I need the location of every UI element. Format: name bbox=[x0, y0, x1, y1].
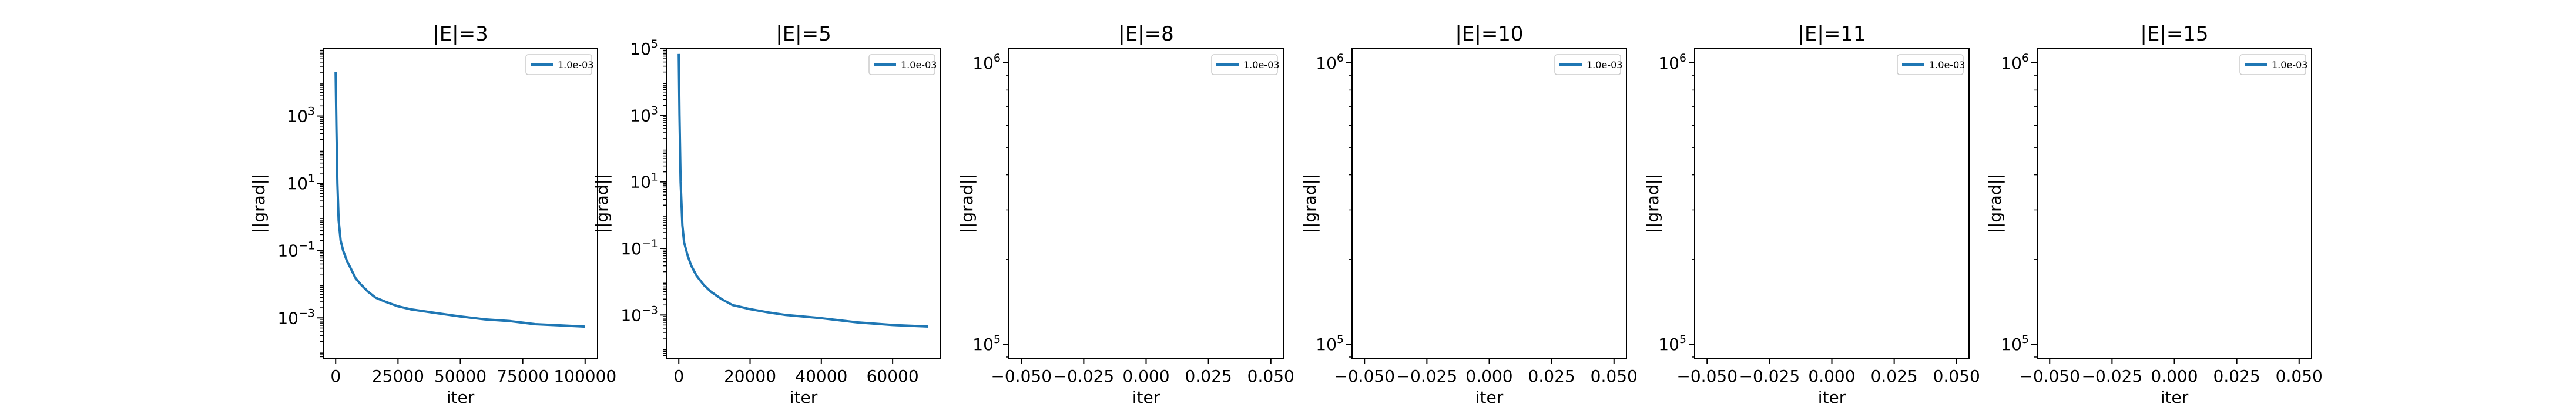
x-tick-label: 0 bbox=[330, 366, 341, 386]
x-tick-label: 0.025 bbox=[1185, 366, 1232, 386]
x-tick-label: 0.025 bbox=[2213, 366, 2260, 386]
legend: 1.0e-03 bbox=[2239, 54, 2307, 75]
y-tick-label: 105 bbox=[2001, 333, 2029, 354]
x-axis-label: iter bbox=[2161, 388, 2189, 404]
chart-title: |E|=15 bbox=[2140, 22, 2208, 46]
series-line-1.0e-03 bbox=[677, 53, 928, 328]
x-axis-label: iter bbox=[447, 388, 475, 404]
legend-label: 1.0e-03 bbox=[2272, 59, 2307, 70]
y-tick-label: 10−1 bbox=[620, 237, 658, 258]
y-tick-label: 105 bbox=[1316, 333, 1344, 354]
x-tick-label: 0.025 bbox=[1528, 366, 1575, 386]
legend-box bbox=[2239, 54, 2306, 75]
y-tick-label: 101 bbox=[287, 172, 315, 193]
y-tick-label: 105 bbox=[972, 333, 1001, 354]
y-tick-label: 10−3 bbox=[620, 304, 658, 325]
x-tick-label: −0.025 bbox=[1054, 366, 1115, 386]
y-axis-label: ||grad|| bbox=[249, 174, 269, 234]
x-tick-label: 0.000 bbox=[1808, 366, 1855, 386]
chart-title: |E|=10 bbox=[1455, 22, 1523, 46]
y-tick-label: 106 bbox=[2001, 52, 2029, 73]
axes-frame bbox=[1008, 48, 1284, 359]
axes-frame bbox=[1694, 48, 1970, 359]
legend-label: 1.0e-03 bbox=[1929, 59, 1965, 70]
x-tick-label: 0 bbox=[673, 366, 684, 386]
x-tick-label: −0.025 bbox=[1739, 366, 1800, 386]
x-tick-label: 0.000 bbox=[1122, 366, 1169, 386]
axes-frame bbox=[1351, 48, 1627, 359]
chart-title: |E|=3 bbox=[432, 22, 488, 46]
legend-label: 1.0e-03 bbox=[901, 59, 937, 70]
x-tick-label: 0.000 bbox=[2151, 366, 2198, 386]
chart-title: |E|=5 bbox=[776, 22, 831, 46]
y-tick-label: 10−1 bbox=[277, 240, 315, 261]
x-tick-label: 0.050 bbox=[1247, 366, 1294, 386]
legend: 1.0e-03 bbox=[525, 54, 593, 75]
x-tick-label: −0.050 bbox=[2019, 366, 2080, 386]
y-tick-label: 106 bbox=[1316, 52, 1344, 73]
y-tick-label: 103 bbox=[630, 104, 658, 125]
legend-label: 1.0e-03 bbox=[1586, 59, 1622, 70]
chart-title: |E|=11 bbox=[1797, 22, 1866, 46]
x-tick-label: −0.050 bbox=[1334, 366, 1395, 386]
x-tick-label: −0.050 bbox=[1676, 366, 1738, 386]
x-tick-label: 0.025 bbox=[1871, 366, 1918, 386]
y-tick-label: 105 bbox=[630, 38, 658, 59]
legend-box bbox=[1897, 54, 1964, 75]
y-axis-label: ||grad|| bbox=[1643, 174, 1662, 234]
y-tick-label: 10−3 bbox=[277, 307, 315, 328]
subplot-4: −0.050 −0.025 0.000 0.025 0.050 105 106 |E|=10 i… bbox=[1300, 22, 1638, 407]
legend-box bbox=[525, 54, 592, 75]
x-tick-label: 0.050 bbox=[1591, 366, 1638, 386]
x-tick-label: 20000 bbox=[724, 366, 776, 386]
x-tick-label: 0.050 bbox=[1933, 366, 1980, 386]
legend-box bbox=[1554, 54, 1621, 75]
y-axis-label: ||grad|| bbox=[957, 174, 977, 234]
x-tick-label: 75000 bbox=[497, 366, 549, 386]
legend-box bbox=[868, 54, 935, 75]
x-tick-label: −0.025 bbox=[1397, 366, 1458, 386]
x-tick-label: 50000 bbox=[434, 366, 487, 386]
legend-box bbox=[1211, 54, 1278, 75]
y-tick-label: 103 bbox=[287, 105, 315, 126]
legend: 1.0e-03 bbox=[1211, 54, 1279, 75]
y-axis-label: ||grad|| bbox=[1300, 174, 1320, 234]
x-axis-label: iter bbox=[1475, 388, 1504, 404]
subplot-1: 0 25000 50000 75000 100000 10−3 10−1 101 103 |E|=… bbox=[249, 22, 616, 407]
x-tick-label: 0.050 bbox=[2276, 366, 2323, 386]
x-tick-label: 100000 bbox=[554, 366, 616, 386]
subplot-5: −0.050 −0.025 0.000 0.025 0.050 105 106 |E|=11 i… bbox=[1643, 22, 1980, 407]
legend-label: 1.0e-03 bbox=[558, 59, 593, 70]
x-tick-label: −0.025 bbox=[2082, 366, 2143, 386]
x-axis-label: iter bbox=[1132, 388, 1160, 404]
y-axis-label: ||grad|| bbox=[592, 174, 612, 234]
x-axis-label: iter bbox=[1818, 388, 1846, 404]
y-axis-label: ||grad|| bbox=[1985, 174, 2005, 234]
y-tick-label: 105 bbox=[1658, 333, 1686, 354]
x-tick-label: 60000 bbox=[867, 366, 919, 386]
x-tick-label: 25000 bbox=[372, 366, 424, 386]
legend: 1.0e-03 bbox=[868, 54, 937, 75]
axes-frame bbox=[666, 48, 941, 359]
axes-frame bbox=[323, 48, 598, 359]
axes-frame bbox=[2037, 48, 2312, 359]
legend: 1.0e-03 bbox=[1897, 54, 1965, 75]
legend-label: 1.0e-03 bbox=[1243, 59, 1279, 70]
subplot-2: 0 20000 40000 60000 10−3 10−1 101 103 105 |E|=5 it… bbox=[592, 22, 941, 407]
y-tick-label: 101 bbox=[630, 171, 658, 192]
y-tick-label: 106 bbox=[1658, 52, 1686, 73]
subplot-3: −0.050 −0.025 0.000 0.025 0.050 105 106 |E|=8 it… bbox=[957, 22, 1294, 407]
x-tick-label: −0.050 bbox=[991, 366, 1052, 386]
x-tick-label: 0.000 bbox=[1465, 366, 1512, 386]
chart-title: |E|=8 bbox=[1118, 22, 1174, 46]
subplot-6: −0.050 −0.025 0.000 0.025 0.050 105 106 |E|=15 i… bbox=[1985, 22, 2323, 407]
x-axis-label: iter bbox=[790, 388, 818, 404]
series-line-1.0e-03 bbox=[334, 72, 585, 328]
legend: 1.0e-03 bbox=[1554, 54, 1622, 75]
y-tick-label: 106 bbox=[972, 52, 1001, 73]
x-tick-label: 40000 bbox=[795, 366, 847, 386]
